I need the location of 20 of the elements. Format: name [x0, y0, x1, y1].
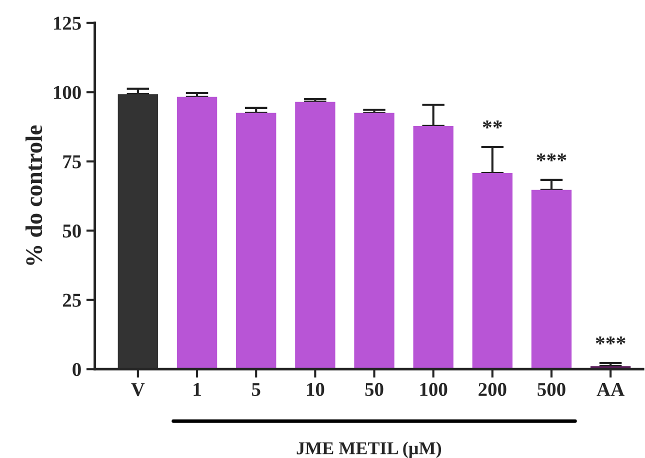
x-tick-label: 5: [252, 383, 260, 396]
x-tick-label: 500: [538, 382, 566, 396]
y-tick-label: 25: [62, 294, 81, 307]
y-tick-label: 100: [54, 86, 81, 100]
annotation: ***: [596, 336, 626, 344]
y-axis-title: % do controle: [25, 125, 42, 265]
x-tick-label: 50: [365, 382, 384, 396]
annotation: **: [482, 120, 502, 128]
y-tick-label: 0: [72, 362, 81, 376]
x-tick-label: 100: [420, 382, 448, 396]
x-tick-label: 200: [478, 382, 506, 396]
x-tick-label: 10: [307, 382, 324, 396]
annotation: ***: [536, 153, 566, 162]
x-axis-title: JME METIL (µM): [296, 442, 442, 458]
x-tick-label: AA: [596, 383, 624, 396]
y-tick-label: 75: [63, 155, 81, 168]
y-tick-label: 125: [54, 16, 81, 30]
x-tick-label: 1: [194, 383, 201, 396]
x-tick-label: V: [131, 383, 145, 396]
y-tick-label: 50: [62, 224, 81, 238]
